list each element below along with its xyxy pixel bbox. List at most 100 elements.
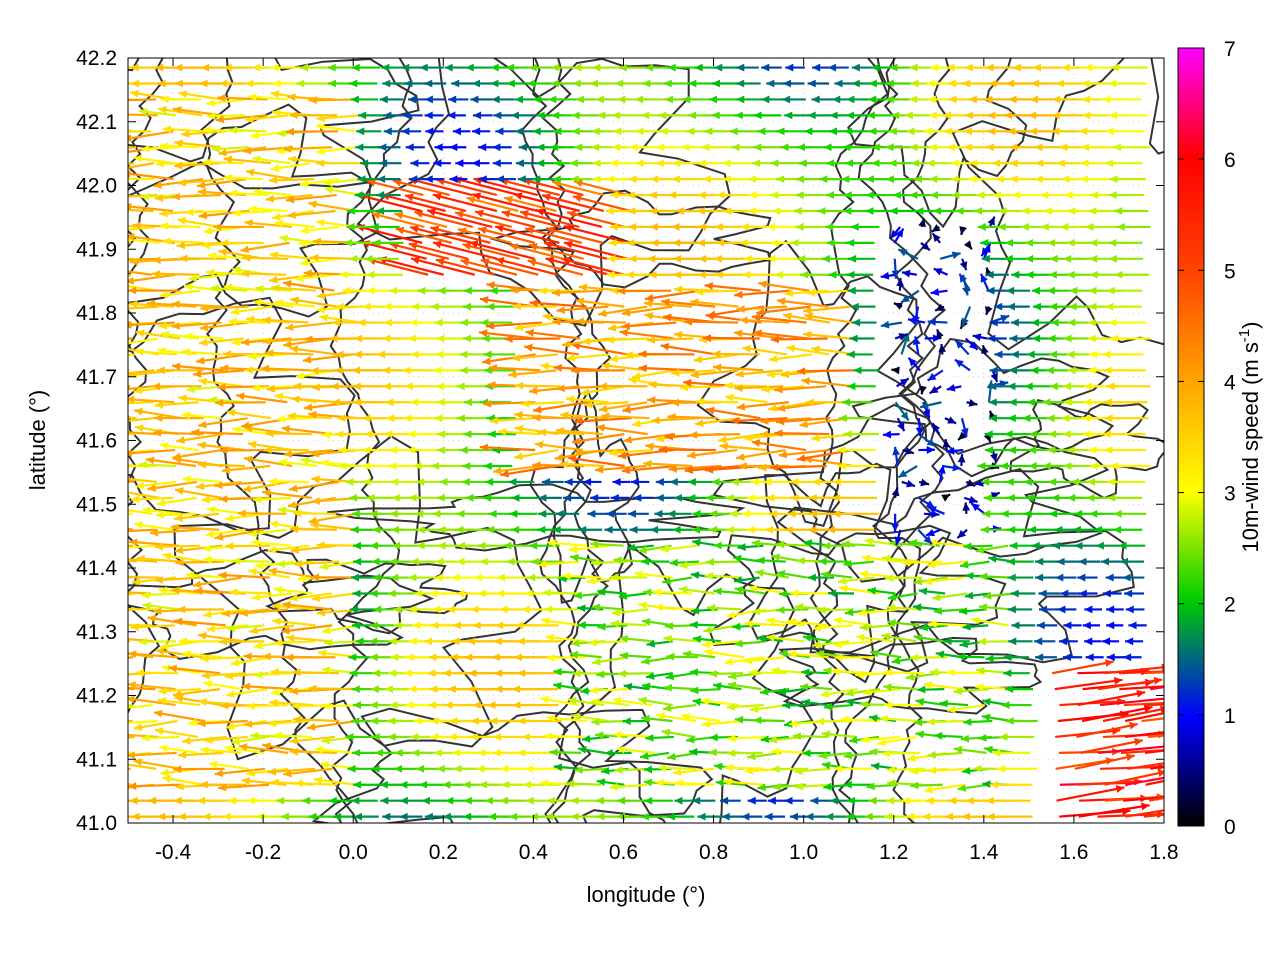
wind-arrow [996, 764, 1038, 773]
wind-arrow [902, 447, 915, 455]
wind-arrow [1099, 697, 1164, 707]
wind-arrow [799, 683, 833, 691]
wind-arrow [581, 734, 609, 743]
wind-arrow [159, 289, 201, 299]
wind-arrow [932, 592, 968, 602]
wind-arrow [956, 652, 985, 661]
wind-arrow [641, 714, 673, 723]
wind-arrow [786, 344, 830, 356]
wind-arrow [537, 560, 579, 569]
wind-arrow [1034, 573, 1058, 582]
wind-arrow [128, 763, 157, 770]
wind-arrow [128, 477, 157, 484]
wind-arrow [128, 650, 179, 659]
wind-arrow [843, 430, 879, 439]
wind-arrow [846, 270, 874, 279]
wind-arrow [555, 509, 580, 518]
wind-arrow [295, 273, 334, 283]
wind-arrow [774, 385, 827, 394]
wind-arrow [556, 305, 609, 314]
wind-arrow [1006, 302, 1030, 311]
wind-arrow [1104, 414, 1149, 423]
wind-arrow [546, 714, 587, 723]
wind-arrow [177, 605, 225, 614]
wind-arrow [646, 335, 694, 344]
wind-arrow [399, 812, 423, 821]
wind-arrow [880, 320, 903, 329]
wind-arrow [776, 297, 829, 308]
wind-arrow [621, 464, 677, 475]
wind-arrow [621, 321, 677, 330]
wind-arrow [291, 395, 338, 404]
x-tick-label: 0.0 [339, 841, 368, 864]
wind-arrow [1008, 637, 1033, 646]
wind-arrow [1010, 318, 1034, 327]
wind-arrow [724, 381, 767, 390]
wind-arrow [784, 796, 804, 805]
wind-arrow [1145, 703, 1164, 707]
wind-arrow [966, 399, 978, 407]
wind-arrow [128, 591, 151, 595]
wind-arrow [241, 682, 293, 691]
wind-arrow [263, 446, 309, 454]
wind-arrow [979, 572, 1011, 581]
wind-arrow [807, 573, 835, 582]
wind-arrow [251, 538, 291, 547]
wind-arrow [128, 686, 156, 691]
wind-arrow [919, 401, 942, 410]
wind-arrow [946, 703, 985, 714]
wind-arrow [173, 617, 226, 627]
wind-arrow [820, 570, 853, 579]
wind-arrow [1101, 637, 1120, 646]
wind-arrow [720, 796, 741, 805]
wind-arrow [818, 557, 849, 566]
x-axis-label: longitude (°) [587, 882, 706, 907]
wind-arrow [252, 495, 292, 504]
wind-arrow [739, 316, 790, 325]
wind-arrow [1004, 430, 1033, 439]
wind-arrow [214, 767, 266, 778]
wind-arrow [549, 748, 582, 757]
wind-arrow [142, 601, 180, 611]
wind-arrow [128, 257, 158, 261]
terrain-contour [128, 58, 420, 198]
wind-arrow [1006, 557, 1034, 566]
wind-arrow [575, 317, 626, 326]
wind-arrow [514, 448, 559, 461]
wind-arrow [281, 624, 333, 635]
wind-arrow [128, 431, 159, 436]
x-tick-label: 1.6 [1059, 841, 1088, 864]
wind-arrow [1056, 557, 1080, 566]
wind-arrow [128, 544, 158, 549]
wind-arrow [508, 369, 557, 379]
wind-arrow [128, 337, 158, 345]
wind-arrow [532, 413, 583, 422]
wind-arrow [300, 457, 339, 468]
wind-arrow [598, 382, 648, 391]
wind-arrow [582, 478, 602, 486]
wind-arrow [927, 318, 948, 326]
wind-arrow [880, 271, 897, 280]
wind-arrow [723, 778, 764, 786]
wind-arrow [541, 617, 582, 627]
wind-arrow [882, 430, 900, 439]
wind-arrow [846, 350, 873, 359]
wind-arrow [989, 780, 1033, 789]
x-tick-label: 0.2 [429, 841, 458, 864]
wind-arrow [188, 718, 227, 727]
wind-arrow [202, 608, 245, 619]
wind-arrow [272, 617, 316, 627]
wind-arrow [802, 634, 832, 643]
wind-arrow [1104, 769, 1164, 786]
wind-arrow [961, 306, 972, 327]
wind-arrow [847, 382, 876, 391]
wind-arrow [782, 701, 809, 710]
wind-arrow [695, 417, 741, 427]
wind-arrow [957, 783, 990, 792]
wind-arrow [399, 796, 426, 805]
wind-arrow [688, 431, 741, 439]
wind-arrow [218, 783, 270, 792]
wind-arrow [128, 719, 158, 724]
wind-arrow [265, 349, 314, 357]
wind-arrow [702, 334, 760, 342]
